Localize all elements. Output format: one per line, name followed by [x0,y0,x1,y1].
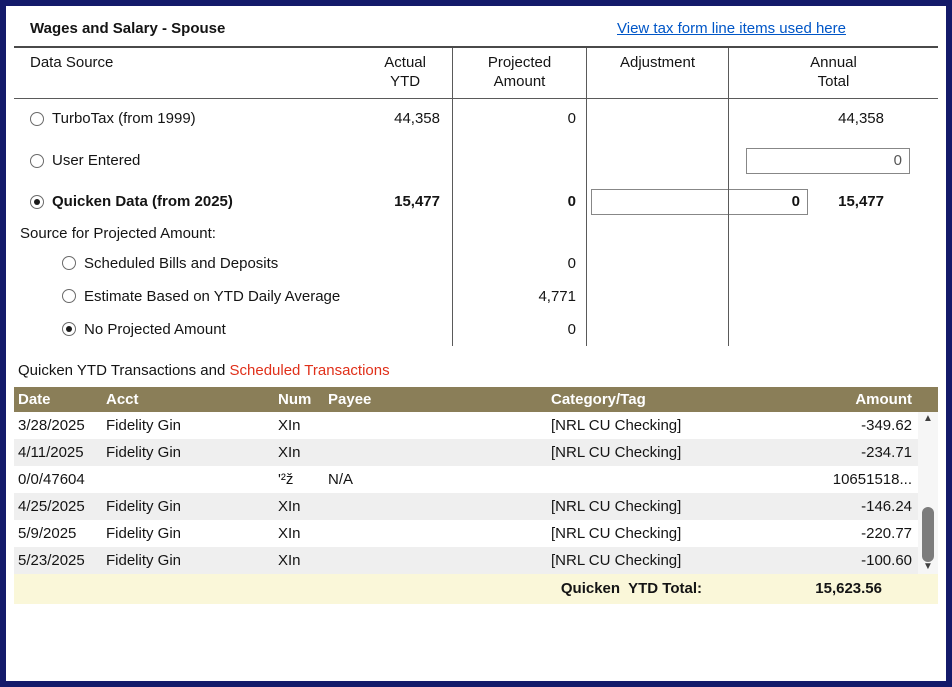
adjustment-input[interactable] [591,188,808,215]
radio-turbotax[interactable] [30,111,44,126]
transactions-caption: Quicken YTD Transactions and Scheduled T… [18,362,938,379]
tx-date: 3/28/2025 [18,416,85,434]
tx-category: [NRL CU Checking] [551,443,682,461]
transactions-body: 3/28/2025 Fidelity Gin XIn [NRL CU Check… [14,411,938,574]
tx-acct: Fidelity Gin [106,497,182,515]
panel-title: Wages and Salary - Spouse [30,19,226,37]
tx-amount: -146.24 [861,497,912,515]
scrollbar-thumb[interactable] [922,506,934,562]
radio-ytd-estimate[interactable] [62,289,76,303]
ytd-total-value: 15,623.56 [815,580,882,597]
transaction-row[interactable]: 5/9/2025 Fidelity Gin XIn [NRL CU Checki… [14,519,918,547]
transaction-row[interactable]: 3/28/2025 Fidelity Gin XIn [NRL CU Check… [14,411,918,439]
header-data-source-cell: Data Source Actual YTD [14,48,452,98]
ytd-estimate-label[interactable]: Estimate Based on YTD Daily Average [84,287,341,305]
col-data-source: Data Source [30,54,114,71]
turbotax-actual: 44,358 [394,110,440,127]
tx-num: XIn [278,551,301,569]
tx-date: 4/25/2025 [18,497,85,515]
scheduled-bills-label[interactable]: Scheduled Bills and Deposits [84,254,279,272]
tx-header-scrollbar-spacer [918,387,938,412]
tx-num: XIn [278,443,301,461]
transactions-rows: 3/28/2025 Fidelity Gin XIn [NRL CU Check… [14,411,918,574]
tx-num: XIn [278,416,301,434]
no-projected-label[interactable]: No Projected Amount [84,320,226,338]
scheduled-bills-value: 0 [567,254,576,272]
row-ytd-estimate: Estimate Based on YTD Daily Average 4,77… [14,279,938,313]
tx-num: XIn [278,524,301,542]
col-actual-ytd: Actual YTD [384,54,426,90]
tx-acct: Fidelity Gin [106,443,182,461]
transactions-header-row: Date Acct Num Payee Category/Tag Amount [14,386,938,412]
ytd-total-row: Quicken YTD Total: 15,623.56 [14,573,938,604]
tx-amount: -100.60 [861,551,912,569]
tx-num: '²ž [278,470,294,488]
tx-col-category: Category/Tag [551,390,646,408]
transaction-row[interactable]: 4/11/2025 Fidelity Gin XIn [NRL CU Check… [14,438,918,466]
row-user-entered: User Entered [14,138,938,183]
tx-col-date: Date [18,390,51,408]
quicken-projected: 0 [567,193,576,210]
row-scheduled-bills: Scheduled Bills and Deposits 0 [14,246,938,280]
tx-payee: N/A [328,470,354,488]
turbotax-projected: 0 [567,110,576,127]
scroll-down-icon[interactable]: ▼ [923,560,933,572]
data-source-table: Data Source Actual YTD Projected Amount … [14,48,938,346]
tx-col-payee: Payee [328,390,372,408]
projected-source-label: Source for Projected Amount: [20,225,216,242]
col-annual-total: Annual Total [728,48,938,98]
tx-category: [NRL CU Checking] [551,497,682,515]
transaction-row[interactable]: 5/23/2025 Fidelity Gin XIn [NRL CU Check… [14,546,918,574]
ytd-estimate-value: 4,771 [538,287,576,305]
no-projected-value: 0 [567,320,576,338]
transaction-row[interactable]: 4/25/2025 Fidelity Gin XIn [NRL CU Check… [14,492,918,520]
tx-acct: Fidelity Gin [106,524,182,542]
tx-category: [NRL CU Checking] [551,416,682,434]
col-projected-amount: Projected Amount [452,48,586,98]
tx-amount: 10651518... [832,470,912,488]
tx-col-amount: Amount [855,390,912,408]
transactions-table: Date Acct Num Payee Category/Tag Amount … [14,386,938,604]
turbotax-label[interactable]: TurboTax (from 1999) [52,110,196,127]
panel-header: Wages and Salary - Spouse View tax form … [14,12,938,48]
radio-user-entered[interactable] [30,153,44,168]
tx-date: 5/23/2025 [18,551,85,569]
transactions-caption-red: Scheduled Transactions [229,361,390,379]
tx-amount: -234.71 [861,443,912,461]
quicken-actual: 15,477 [394,193,440,210]
col-adjustment: Adjustment [586,48,728,98]
row-quicken-data: Quicken Data (from 2025) 15,477 0 15,477 [14,182,938,221]
tx-col-num: Num [278,390,312,408]
row-no-projected: No Projected Amount 0 [14,312,938,346]
user-entered-annual-input[interactable] [746,147,910,174]
quicken-annual: 15,477 [838,193,884,210]
tx-acct: Fidelity Gin [106,416,182,434]
turbotax-annual: 44,358 [838,110,884,127]
column-header-row: Data Source Actual YTD Projected Amount … [14,48,938,99]
transactions-caption-black: Quicken YTD Transactions and [18,361,230,379]
scroll-up-icon[interactable]: ▲ [923,412,933,424]
radio-quicken-data[interactable] [30,194,44,209]
tx-date: 0/0/47604 [18,470,85,488]
tx-acct: Fidelity Gin [106,551,182,569]
quicken-data-label[interactable]: Quicken Data (from 2025) [52,193,233,210]
user-entered-label[interactable]: User Entered [52,152,141,169]
row-projected-source-label: Source for Projected Amount: [14,220,938,247]
tx-category: [NRL CU Checking] [551,524,682,542]
tx-col-acct: Acct [106,390,139,408]
tx-num: XIn [278,497,301,515]
radio-scheduled-bills[interactable] [62,256,76,270]
tx-date: 4/11/2025 [18,443,84,461]
radio-no-projected[interactable] [62,322,76,336]
ytd-total-label: Quicken YTD Total: [560,580,702,597]
tx-date: 5/9/2025 [18,524,77,542]
tx-amount: -349.62 [861,416,912,434]
transaction-row[interactable]: 0/0/47604 '²ž N/A 10651518... [14,465,918,493]
tx-amount: -220.77 [861,524,912,542]
transactions-scrollbar[interactable]: ▲ ▼ [918,411,938,574]
tx-category: [NRL CU Checking] [551,551,682,569]
tax-form-link[interactable]: View tax form line items used here [617,19,846,37]
row-turbotax: TurboTax (from 1999) 44,358 0 44,358 [14,98,938,139]
